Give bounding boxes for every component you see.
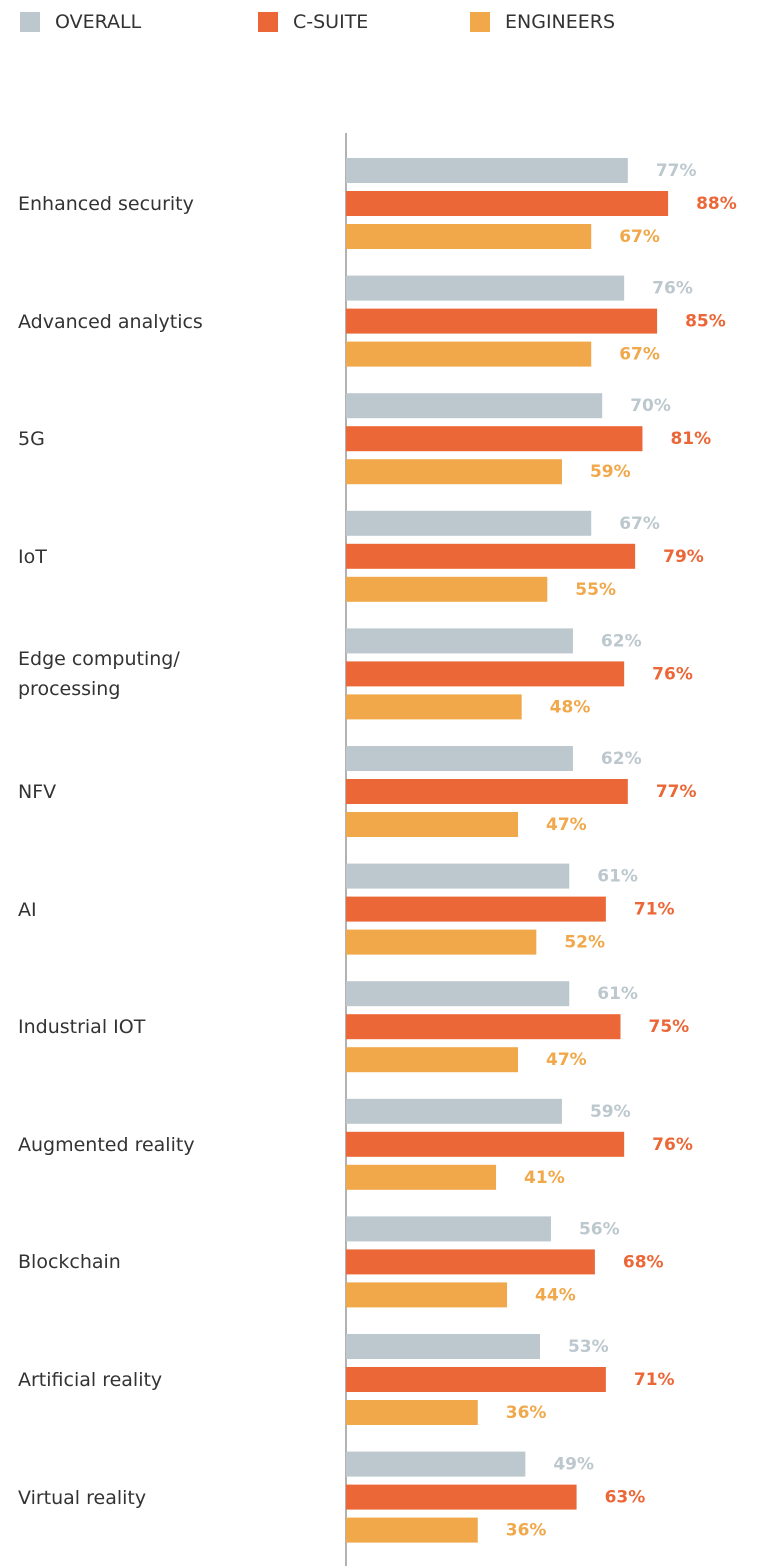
bar: [346, 812, 519, 837]
category-label: Industrial IOT: [18, 1016, 146, 1039]
bar: [346, 981, 570, 1007]
legend-swatch: [258, 12, 278, 32]
value-label: 55%: [575, 580, 616, 600]
value-label: 67%: [619, 345, 660, 365]
value-label: 76%: [652, 1135, 693, 1155]
bar: [346, 576, 548, 602]
bar: [346, 1216, 551, 1242]
category-label: Blockchain: [18, 1251, 121, 1274]
value-label: 61%: [597, 984, 638, 1004]
legend-label: OVERALL: [55, 11, 142, 33]
bar: [346, 341, 592, 367]
bar: [346, 1484, 577, 1510]
bar: [346, 896, 606, 922]
category-label: 5G: [18, 428, 45, 451]
bar: [346, 779, 628, 804]
bar: [346, 459, 562, 485]
value-label: 79%: [663, 547, 704, 567]
bar: [346, 510, 592, 536]
value-label: 62%: [601, 749, 642, 769]
legend-label: C-SUITE: [293, 11, 369, 33]
value-label: 76%: [652, 279, 693, 299]
bar: [346, 1282, 508, 1308]
value-label: 68%: [623, 1252, 664, 1272]
bar: [346, 1098, 562, 1124]
bar: [346, 628, 573, 654]
bar: [346, 543, 636, 569]
value-label: 77%: [656, 782, 697, 802]
value-label: 59%: [590, 462, 631, 482]
bar: [346, 863, 570, 889]
bar: [346, 746, 573, 771]
category-label: Virtual reality: [18, 1486, 147, 1509]
category-label: IoT: [18, 545, 47, 568]
value-label: 61%: [597, 867, 638, 887]
value-label: 81%: [670, 429, 711, 449]
value-label: 36%: [506, 1521, 547, 1541]
value-label: 88%: [696, 194, 737, 214]
value-label: 77%: [656, 161, 697, 181]
category-label: Enhanced security: [18, 193, 194, 215]
bar: [346, 929, 537, 955]
value-label: 47%: [546, 1050, 587, 1070]
bar: [346, 308, 658, 334]
bar: [346, 1249, 595, 1275]
category-label: AI: [18, 898, 37, 921]
category-label: Edge computing/ processing: [18, 648, 180, 701]
value-label: 47%: [546, 815, 587, 835]
value-label: 67%: [619, 514, 660, 534]
bar: [346, 1517, 478, 1543]
bar: [346, 1367, 606, 1392]
value-label: 49%: [553, 1455, 594, 1475]
value-label: 85%: [685, 312, 726, 332]
bar: [346, 661, 625, 687]
legend-swatch: [470, 12, 490, 32]
bar: [346, 1164, 497, 1190]
bar: [346, 224, 592, 249]
bar: [346, 1047, 519, 1073]
value-label: 76%: [652, 664, 693, 684]
category-label: Advanced analytics: [18, 310, 203, 333]
bar: [346, 393, 603, 419]
category-label: NFV: [18, 781, 57, 803]
value-label: 70%: [630, 396, 671, 416]
value-label: 52%: [564, 933, 605, 953]
category-label: Artificial reality: [18, 1369, 163, 1391]
legend-label: ENGINEERS: [505, 11, 616, 33]
legend-swatch: [20, 12, 40, 32]
value-label: 36%: [506, 1403, 547, 1423]
value-label: 41%: [524, 1168, 565, 1188]
value-label: 44%: [535, 1285, 576, 1305]
bar: [346, 1451, 526, 1477]
value-label: 53%: [568, 1337, 609, 1357]
value-label: 62%: [601, 631, 642, 651]
bar: [346, 158, 628, 183]
value-label: 71%: [634, 1370, 675, 1390]
value-label: 63%: [605, 1488, 646, 1508]
bar: [346, 191, 669, 216]
bar: [346, 426, 643, 452]
bar: [346, 1131, 625, 1157]
value-label: 67%: [619, 227, 660, 247]
value-label: 59%: [590, 1102, 631, 1122]
bar: [346, 275, 625, 301]
bar: [346, 1400, 478, 1425]
value-label: 75%: [649, 1017, 690, 1037]
bar: [346, 1014, 621, 1040]
value-label: 48%: [550, 697, 591, 717]
value-label: 56%: [579, 1219, 620, 1239]
category-label: Augmented reality: [18, 1133, 195, 1156]
bar: [346, 1334, 540, 1359]
value-label: 71%: [634, 900, 675, 920]
bar: [346, 694, 522, 720]
